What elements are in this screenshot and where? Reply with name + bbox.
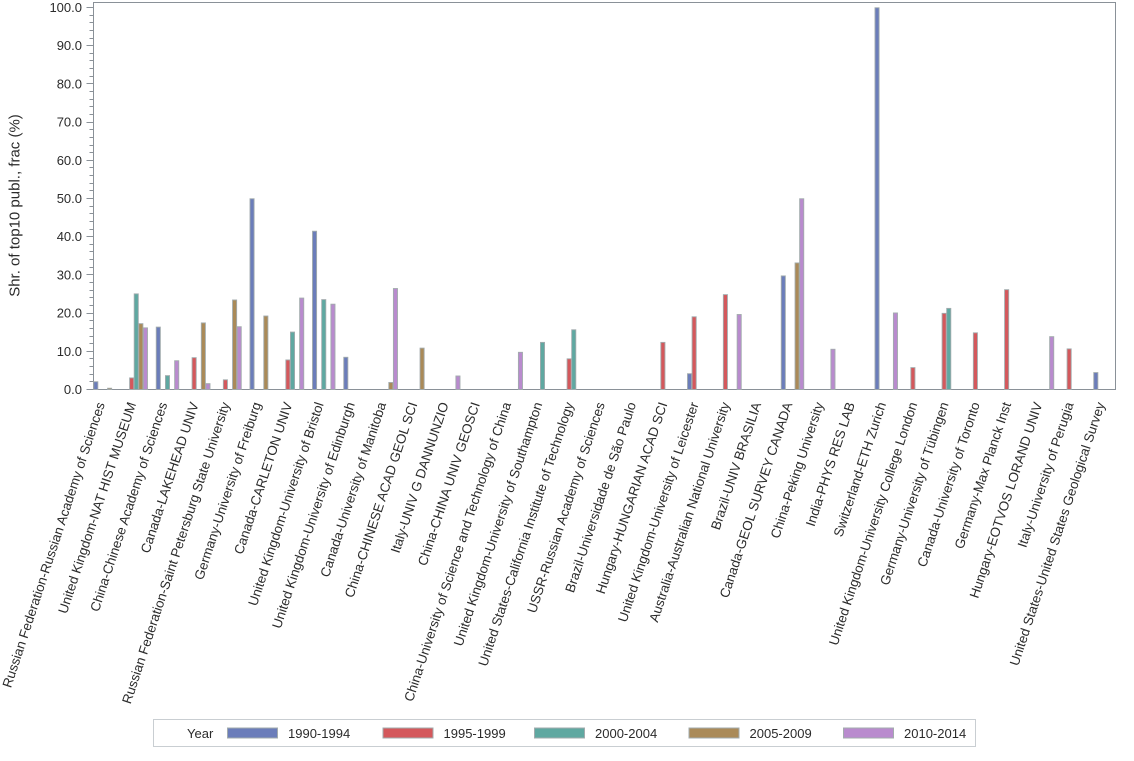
- svg-text:1990-1994: 1990-1994: [288, 726, 350, 741]
- svg-text:70.0: 70.0: [57, 115, 82, 130]
- svg-text:1995-1999: 1995-1999: [444, 726, 506, 741]
- svg-text:40.0: 40.0: [57, 229, 82, 244]
- svg-text:60.0: 60.0: [57, 153, 82, 168]
- svg-text:90.0: 90.0: [57, 38, 82, 53]
- svg-text:100.0: 100.0: [49, 0, 82, 15]
- svg-text:Shr. of top10 publ., frac (%): Shr. of top10 publ., frac (%): [7, 114, 24, 297]
- svg-text:80.0: 80.0: [57, 76, 82, 91]
- svg-text:0.0: 0.0: [64, 382, 82, 397]
- svg-text:20.0: 20.0: [57, 306, 82, 321]
- svg-text:2010-2014: 2010-2014: [904, 726, 966, 741]
- svg-text:Year: Year: [187, 726, 214, 741]
- svg-text:30.0: 30.0: [57, 267, 82, 282]
- svg-text:50.0: 50.0: [57, 191, 82, 206]
- svg-text:2005-2009: 2005-2009: [750, 726, 812, 741]
- svg-text:2000-2004: 2000-2004: [595, 726, 657, 741]
- svg-text:10.0: 10.0: [57, 344, 82, 359]
